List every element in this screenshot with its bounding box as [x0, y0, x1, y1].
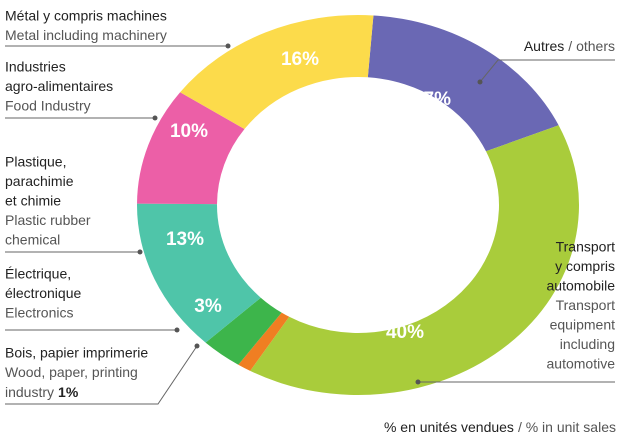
label-en: Wood, paper, printing: [5, 364, 138, 380]
label-fr: Transport: [556, 239, 616, 255]
value-label: 3%: [194, 296, 222, 317]
label-fr: automobile: [547, 278, 616, 294]
label-en: equipment: [550, 317, 615, 333]
value-label: 10%: [170, 121, 208, 142]
label-fr: Métal y compris machines: [5, 8, 167, 24]
label-fr: électronique: [5, 285, 81, 301]
leader-dot: [415, 379, 421, 385]
leader-dot: [225, 43, 231, 49]
leader-dot: [174, 327, 180, 333]
label-fr: Industries: [5, 59, 66, 75]
value-label: 13%: [166, 229, 204, 250]
segment: [238, 312, 290, 371]
label-fr: parachimie: [5, 173, 74, 189]
label-fr: y compris: [555, 258, 615, 274]
label-en: Plastic rubber: [5, 212, 91, 228]
value-label: 16%: [281, 49, 319, 70]
leader-dot: [194, 343, 200, 349]
value-label: 17%: [413, 89, 451, 110]
note-en: / % in unit sales: [518, 419, 616, 435]
leader-dot: [152, 115, 158, 121]
leader-line: [479, 59, 615, 83]
note: % en unités vendues / % in unit sales: [384, 419, 616, 435]
label-fr: Bois, papier imprimerie: [5, 345, 148, 361]
label-en: including: [560, 336, 615, 352]
segment: [137, 203, 261, 343]
category-label: Autres / others: [524, 38, 615, 54]
label-en: automotive: [547, 356, 616, 372]
label-en: / others: [568, 38, 615, 54]
segment: [137, 92, 245, 205]
label-fr: et chimie: [5, 193, 61, 209]
segment: [367, 15, 559, 152]
label-en: Food Industry: [5, 98, 91, 114]
label-en: industry 1%: [5, 384, 79, 400]
label-fr: Électrique,: [5, 266, 71, 282]
segment: [205, 297, 282, 365]
segment: [180, 14, 374, 130]
value-label: 40%: [386, 322, 424, 343]
leader-dot: [137, 249, 143, 255]
label-fr: Autres: [524, 38, 564, 54]
label-fr: agro-alimentaires: [5, 78, 113, 94]
label-en: Transport: [556, 297, 616, 313]
leader-line: [5, 345, 198, 405]
note-fr: % en unités vendues: [384, 419, 514, 435]
value-label: 1%: [58, 384, 79, 400]
label-en: Metal including machinery: [5, 27, 167, 43]
segment: [250, 125, 579, 395]
label-fr: Plastique,: [5, 154, 66, 170]
label-en-text: industry: [5, 384, 54, 400]
leader-dot: [477, 79, 483, 85]
label-en: chemical: [5, 232, 60, 248]
label-en: Electronics: [5, 305, 73, 321]
